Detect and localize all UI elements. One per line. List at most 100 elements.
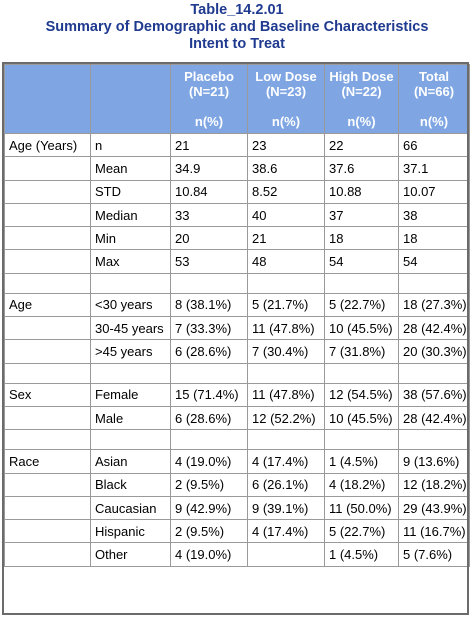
row-sub-label: Other [90, 542, 171, 567]
row-group-label [4, 226, 91, 251]
row-group-label [4, 202, 91, 228]
table-cell: 10 (45.5%) [324, 405, 399, 431]
empty-cell [90, 429, 171, 451]
table-body: Placebo (N=21) n(%) Low Dose (N=23) n(%) H… [4, 64, 470, 567]
table-row: Age <30 years 8 (38.1%) 5 (21.7%) 5 (22.7%) 1… [4, 292, 470, 318]
table-cell: 21 [170, 132, 248, 158]
table-cell: 11 (47.8%) [247, 382, 325, 407]
table-cell: 5 (7.6%) [398, 542, 470, 567]
header-stat: n(%) [419, 114, 449, 129]
row-group-label [4, 339, 91, 364]
table-cell: 4 (18.2%) [324, 472, 399, 497]
row-sub-label: n [90, 132, 171, 158]
table-cell: 7 (30.4%) [247, 339, 325, 364]
table-row: STD 10.84 8.52 10.88 10.07 [4, 179, 470, 204]
header-col-low-dose: Low Dose (N=23) n(%) [247, 64, 325, 134]
spacer-row [4, 272, 470, 294]
table-row: Max 53 48 54 54 [4, 249, 470, 274]
table-cell: 18 (27.3%) [398, 292, 470, 318]
empty-cell [324, 429, 399, 451]
row-sub-label: STD [90, 179, 171, 204]
row-group-label [4, 179, 91, 204]
table-cell [247, 542, 325, 567]
table-cell: 40 [247, 202, 325, 228]
row-group-label: Sex [4, 382, 91, 407]
table-cell: 28 (42.4%) [398, 405, 470, 431]
table-cell: 9 (39.1%) [247, 495, 325, 521]
row-group-label [4, 519, 91, 544]
header-corner-label [4, 64, 91, 134]
table-cell: 10.84 [170, 179, 248, 204]
empty-cell [247, 362, 325, 384]
header-n: (N=66) [413, 84, 455, 99]
table-cell: 4 (17.4%) [247, 449, 325, 474]
row-group-label [4, 542, 91, 567]
row-group-label [4, 405, 91, 431]
table-cell: 20 [170, 226, 248, 251]
table-row: Median 33 40 37 38 [4, 202, 470, 228]
empty-cell [90, 362, 171, 384]
table-cell: 28 (42.4%) [398, 316, 470, 341]
table-row: Mean 34.9 38.6 37.6 37.1 [4, 156, 470, 181]
row-sub-label: Caucasian [90, 495, 171, 521]
header-col-total: Total (N=66) n(%) [398, 64, 470, 134]
table-cell: 33 [170, 202, 248, 228]
table-cell: 18 [398, 226, 470, 251]
row-sub-label: Female [90, 382, 171, 407]
empty-cell [170, 362, 248, 384]
table-row: Black 2 (9.5%) 6 (26.1%) 4 (18.2%) 12 (18.2%… [4, 472, 470, 497]
table-cell: 10.88 [324, 179, 399, 204]
table-row: Age (Years) n 21 23 22 66 [4, 132, 470, 158]
row-group-label: Race [4, 449, 91, 474]
table-cell: 37.1 [398, 156, 470, 181]
table-row: Caucasian 9 (42.9%) 9 (39.1%) 11 (50.0%) 29 … [4, 495, 470, 521]
header-col-high-dose: High Dose (N=22) n(%) [324, 64, 399, 134]
row-sub-label: Mean [90, 156, 171, 181]
table-row: Other 4 (19.0%) 1 (4.5%) 5 (7.6%) [4, 542, 470, 567]
row-sub-label: Male [90, 405, 171, 431]
table-cell: 37 [324, 202, 399, 228]
table-cell: 5 (22.7%) [324, 292, 399, 318]
empty-cell [398, 429, 470, 451]
table-title: Summary of Demographic and Baseline Char… [45, 19, 429, 35]
header-name: High Dose [329, 69, 394, 84]
table-row: Hispanic 2 (9.5%) 4 (17.4%) 5 (22.7%) 11 (16… [4, 519, 470, 544]
empty-cell [90, 272, 171, 294]
row-sub-label: 30-45 years [90, 316, 171, 341]
table-cell: 6 (26.1%) [247, 472, 325, 497]
table-cell: 2 (9.5%) [170, 519, 248, 544]
table-cell: 8.52 [247, 179, 325, 204]
row-sub-label: Hispanic [90, 519, 171, 544]
table-cell: 9 (42.9%) [170, 495, 248, 521]
table-cell: 10.07 [398, 179, 470, 204]
table-population: Intent to Treat [189, 36, 285, 52]
table-cell: 8 (38.1%) [170, 292, 248, 318]
table-cell: 20 (30.3%) [398, 339, 470, 364]
row-group-label [4, 316, 91, 341]
row-group-label: Age (Years) [4, 132, 91, 158]
row-sub-label: >45 years [90, 339, 171, 364]
summary-table: Placebo (N=21) n(%) Low Dose (N=23) n(%) H… [4, 64, 470, 567]
empty-cell [247, 429, 325, 451]
row-group-label: Age [4, 292, 91, 318]
header-n: (N=21) [188, 84, 230, 99]
table-titles: Table_14.2.01 Summary of Demographic and… [0, 2, 474, 53]
header-stat: n(%) [347, 114, 376, 129]
table-cell: 38.6 [247, 156, 325, 181]
table-row: Male 6 (28.6%) 12 (52.2%) 10 (45.5%) 28 (42.… [4, 405, 470, 431]
table-cell: 29 (43.9%) [398, 495, 470, 521]
empty-cell [4, 272, 91, 294]
header-stat: n(%) [271, 114, 301, 129]
table-cell: 21 [247, 226, 325, 251]
empty-cell [170, 429, 248, 451]
empty-cell [398, 362, 470, 384]
table-row: 30-45 years 7 (33.3%) 11 (47.8%) 10 (45.5%)… [4, 316, 470, 341]
table-cell: 15 (71.4%) [170, 382, 248, 407]
table-cell: 34.9 [170, 156, 248, 181]
table-cell: 66 [398, 132, 470, 158]
table-cell: 5 (21.7%) [247, 292, 325, 318]
table-cell: 5 (22.7%) [324, 519, 399, 544]
table-row: >45 years 6 (28.6%) 7 (30.4%) 7 (31.8%) 20 (… [4, 339, 470, 364]
row-sub-label: Asian [90, 449, 171, 474]
header-name: Placebo [184, 69, 234, 84]
